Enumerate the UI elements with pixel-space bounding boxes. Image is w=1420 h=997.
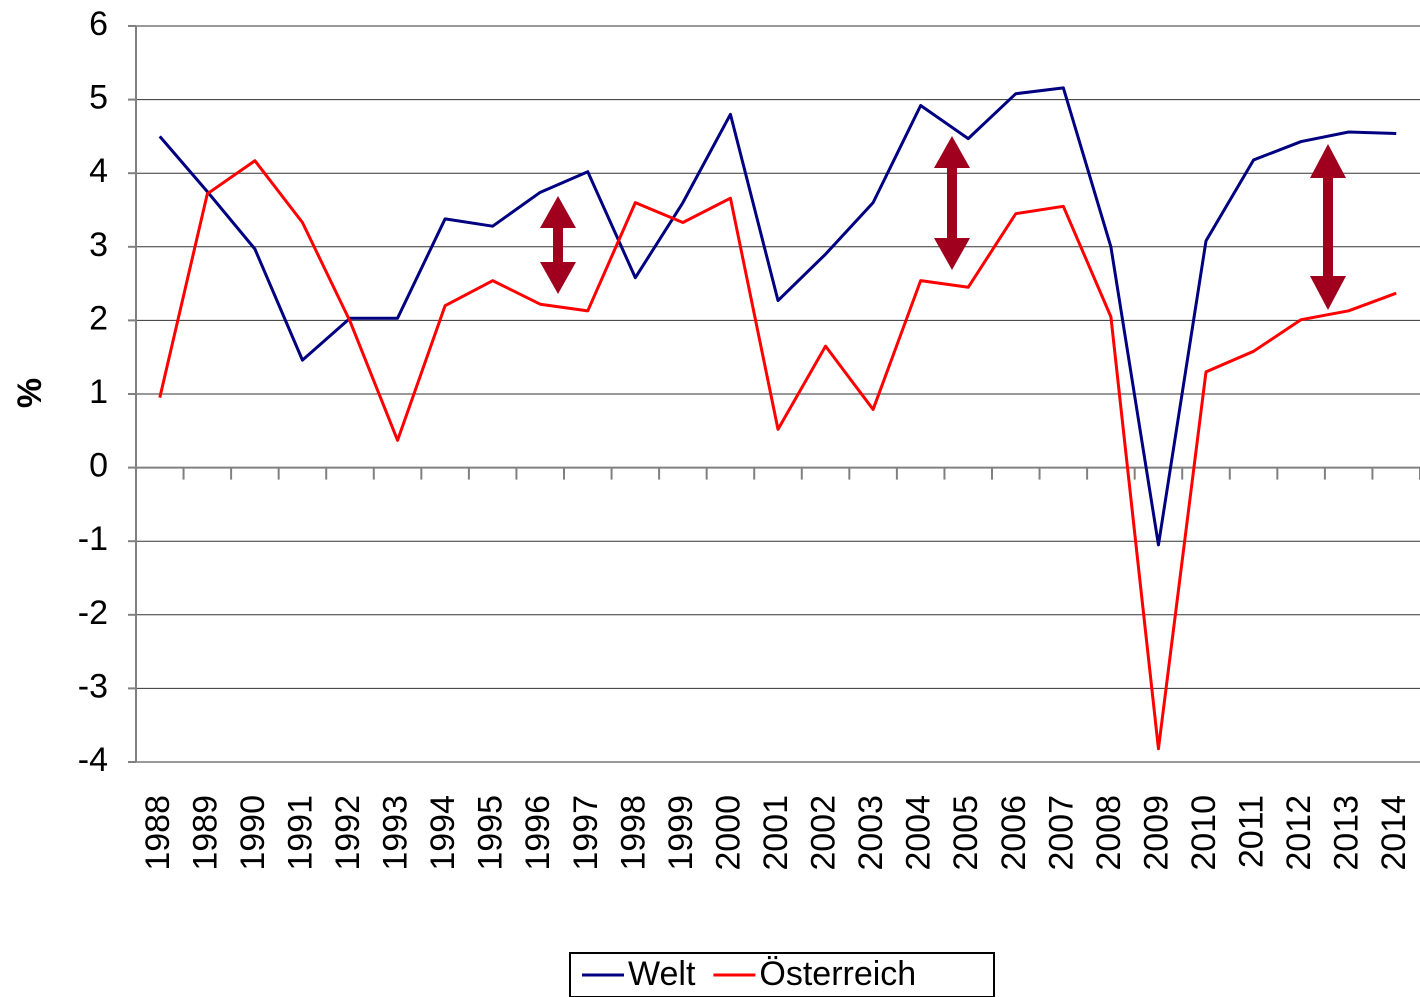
legend-label: Welt (628, 955, 696, 993)
legend-label: Österreich (759, 955, 916, 993)
x-tick-label: 2006 (995, 795, 1033, 871)
y-tick-label: 4 (89, 152, 108, 190)
y-tick-label: 2 (89, 299, 108, 337)
x-tick-label: 2000 (709, 795, 747, 871)
x-tick-label: 1990 (234, 795, 272, 871)
x-tick-label: 2007 (1042, 795, 1080, 871)
x-tick-label: 2013 (1328, 795, 1366, 871)
series-line (158, 159, 1397, 751)
y-tick-label: 3 (89, 226, 108, 264)
x-tick-label: 2003 (852, 795, 890, 871)
arrow-head (1310, 144, 1346, 178)
x-tick-label: 2008 (1090, 795, 1128, 871)
x-tick-label: 1997 (567, 795, 605, 871)
x-tick-label: 1998 (614, 795, 652, 871)
x-tick-label: 2009 (1137, 795, 1175, 871)
y-tick-label: -4 (78, 741, 108, 779)
legend-box (569, 952, 995, 997)
x-tick-label: 1994 (424, 795, 462, 871)
y-tick-label: -1 (78, 520, 108, 558)
arrow-head (934, 238, 970, 270)
x-tick-label: 2005 (947, 795, 985, 871)
y-tick-label: 6 (89, 5, 108, 43)
y-axis-label: % (11, 378, 49, 408)
x-tick-label: 2004 (900, 795, 938, 871)
y-tick-label: 5 (89, 79, 108, 117)
y-tick-label: 0 (89, 447, 108, 485)
x-tick-label: 1992 (329, 795, 367, 871)
x-tick-label: 1995 (472, 795, 510, 871)
x-tick-label: 1989 (186, 795, 224, 871)
arrow-head (540, 196, 576, 228)
arrow-head (540, 262, 576, 294)
y-tick-label: -2 (78, 594, 108, 632)
x-tick-label: 1991 (281, 795, 319, 871)
x-tick-label: 1996 (519, 795, 557, 871)
x-tick-label: 1999 (662, 795, 700, 871)
x-tick-label: 2002 (805, 795, 843, 871)
arrow-head (1310, 276, 1346, 310)
y-tick-label: 1 (89, 373, 108, 411)
x-tick-label: 1993 (377, 795, 415, 871)
x-tick-label: 1988 (139, 795, 177, 871)
arrow-head (934, 136, 970, 168)
x-tick-label: 2001 (757, 795, 795, 871)
annotation-arrows (540, 136, 1346, 310)
x-tick-label: 2012 (1280, 795, 1318, 871)
x-tick-label: 2014 (1375, 795, 1413, 871)
x-tick-label: 2011 (1233, 795, 1271, 868)
y-tick-label: -3 (78, 667, 108, 705)
series-line (158, 86, 1397, 547)
x-tick-label: 2010 (1185, 795, 1223, 871)
